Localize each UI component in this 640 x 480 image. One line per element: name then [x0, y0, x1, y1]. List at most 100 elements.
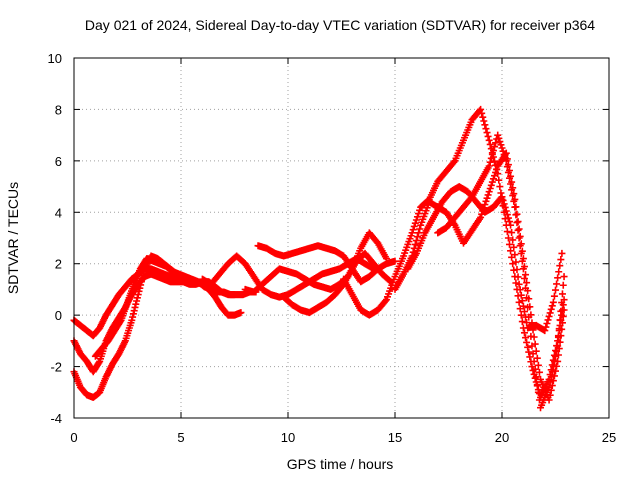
data-point: [533, 381, 541, 389]
plot-frame: [73, 57, 610, 419]
data-point: [531, 365, 539, 373]
data-point: [480, 117, 488, 125]
data-point: [524, 343, 532, 351]
data-point: [505, 174, 513, 182]
data-point: [483, 129, 491, 137]
data-point: [481, 201, 489, 209]
data-point: [503, 228, 511, 236]
data-point: [559, 281, 567, 289]
data-point: [504, 214, 512, 222]
data-point: [482, 197, 490, 205]
data-point: [509, 192, 517, 200]
data-point: [382, 255, 390, 263]
data-point: [549, 356, 557, 364]
data-point: [512, 279, 520, 287]
data-point: [415, 210, 423, 218]
data-point: [556, 338, 564, 346]
data-point: [486, 185, 494, 192]
x-tick-label: 10: [281, 430, 295, 445]
data-point: [522, 334, 530, 342]
data-point: [522, 271, 530, 279]
data-point: [482, 125, 490, 133]
data-point: [510, 197, 518, 205]
data-point: [489, 175, 497, 183]
data-point: [512, 258, 520, 266]
data-point: [477, 213, 485, 221]
satellite-track-12: [434, 131, 568, 412]
chart-title: Day 021 of 2024, Sidereal Day-to-day VTE…: [85, 17, 595, 33]
data-point: [559, 312, 567, 320]
data-point: [502, 157, 510, 165]
data-point: [547, 305, 555, 313]
data-point: [516, 286, 524, 294]
data-point: [495, 134, 503, 142]
data-point: [477, 105, 485, 113]
data-point: [554, 274, 562, 282]
x-axis: 0 5 10 15 20 25: [70, 58, 616, 445]
data-point: [513, 266, 521, 273]
data-point: [131, 303, 139, 311]
data-point: [484, 132, 492, 140]
data-point: [498, 193, 506, 201]
x-tick-label: 20: [495, 430, 509, 445]
data-point: [549, 377, 557, 385]
x-tick-label: 25: [602, 430, 616, 445]
data-point: [541, 327, 549, 335]
data-point: [489, 147, 497, 155]
data-point: [518, 297, 526, 305]
data-point: [558, 290, 566, 298]
data-point: [523, 319, 531, 327]
data-point: [503, 211, 511, 219]
data-point: [548, 368, 556, 376]
data-point: [531, 374, 539, 382]
data-point: [486, 158, 494, 166]
data-point: [491, 143, 499, 151]
data-point: [550, 372, 558, 380]
data-point: [500, 150, 508, 158]
data-point: [557, 256, 565, 264]
data-point: [130, 307, 138, 315]
data-point: [516, 232, 524, 240]
data-point: [381, 297, 389, 305]
data-point: [518, 318, 526, 326]
y-axis: -4 -2 0 2 4 6 8 10: [48, 51, 609, 426]
data-point: [535, 368, 543, 376]
data-point: [523, 338, 531, 346]
data-point: [517, 311, 525, 319]
data-point: [522, 284, 530, 292]
data-point: [488, 150, 496, 158]
data-point: [525, 313, 533, 321]
data-point: [527, 332, 535, 340]
data-point: [494, 131, 502, 139]
data-point: [501, 154, 509, 162]
data-point: [520, 329, 528, 337]
data-point: [499, 147, 507, 155]
data-point: [517, 249, 525, 257]
data-point: [485, 162, 493, 170]
data-point: [526, 353, 534, 361]
data-point: [558, 249, 566, 257]
data-point: [416, 225, 424, 233]
data-point: [510, 243, 518, 251]
data-point: [547, 373, 555, 381]
y-tick-label: 4: [55, 205, 62, 220]
data-point: [95, 359, 103, 367]
data-point: [560, 273, 568, 281]
satellite-track-6: [254, 242, 399, 286]
data-point: [487, 154, 495, 162]
data-point: [504, 168, 512, 176]
data-point: [549, 298, 557, 306]
data-point: [411, 240, 419, 248]
satellite-track-11: [404, 183, 566, 335]
y-tick-label: -4: [50, 411, 62, 426]
data-point: [560, 306, 568, 314]
data-point: [528, 342, 536, 350]
data-point: [517, 291, 525, 299]
data-point: [493, 165, 501, 173]
data-point: [478, 109, 486, 117]
data-point: [513, 219, 521, 227]
data-point: [518, 257, 526, 265]
data-point: [545, 312, 553, 320]
data-point: [500, 200, 508, 208]
y-tick-label: 0: [55, 308, 62, 323]
